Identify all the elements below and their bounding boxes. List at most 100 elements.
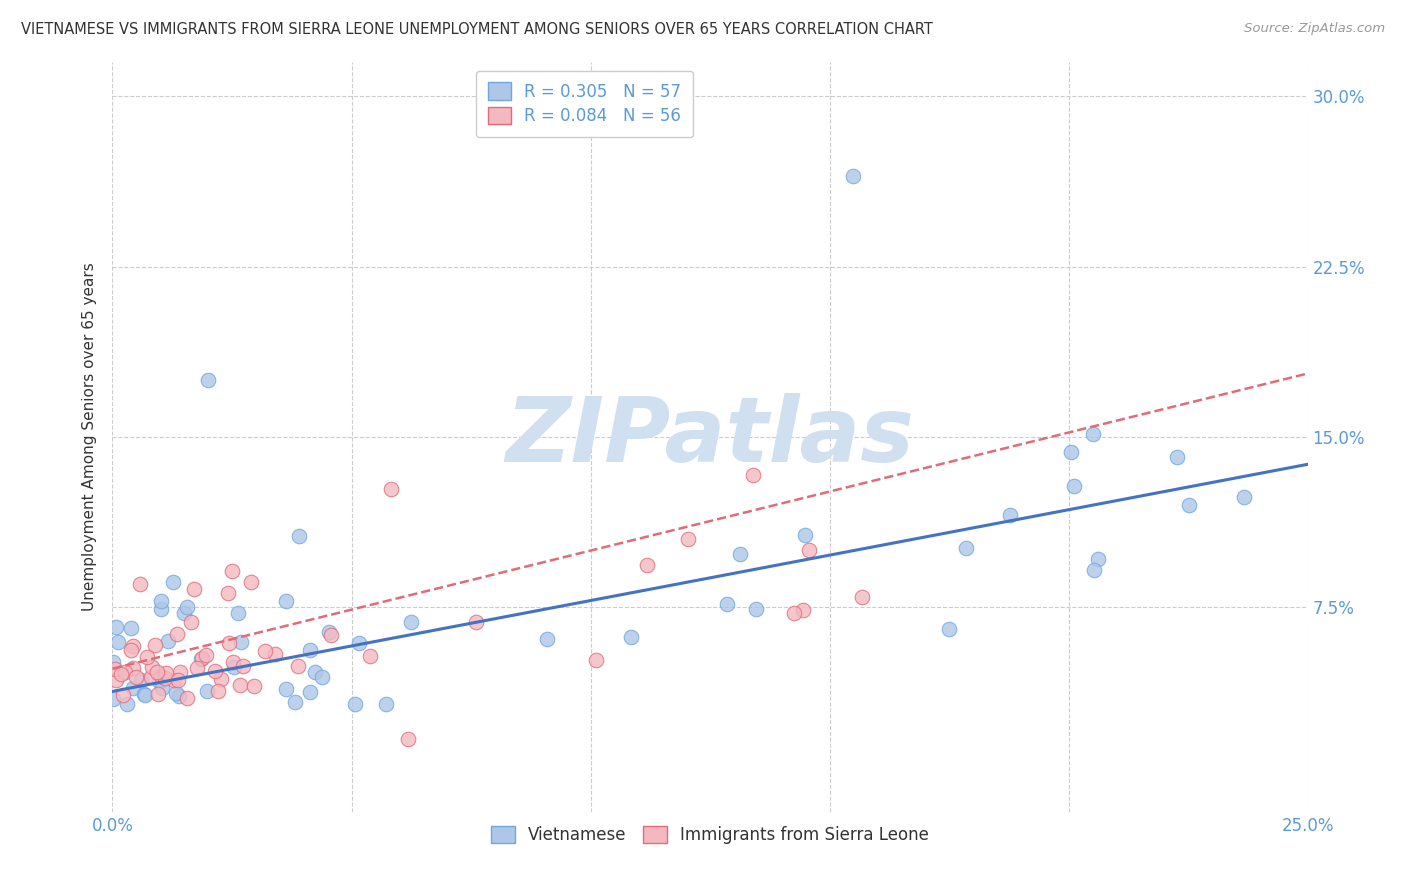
Point: [229, 634, 252, 648]
Point: [186, 661, 208, 675]
Point: [380, 483, 402, 497]
Point: [157, 634, 180, 648]
Point: [155, 666, 177, 681]
Point: [195, 683, 218, 698]
Point: [1063, 479, 1085, 493]
Point: [163, 673, 186, 688]
Point: [232, 659, 254, 673]
Point: [228, 678, 250, 692]
Point: [359, 648, 381, 663]
Point: [398, 731, 420, 746]
Point: [190, 652, 212, 666]
Point: [465, 615, 488, 629]
Point: [166, 685, 188, 699]
Point: [167, 689, 190, 703]
Point: [207, 684, 229, 698]
Point: [842, 169, 865, 183]
Point: [145, 665, 167, 679]
Point: [150, 681, 173, 695]
Point: [242, 680, 264, 694]
Point: [120, 642, 142, 657]
Point: [1060, 444, 1083, 458]
Point: [254, 644, 277, 658]
Text: ZIPatlas: ZIPatlas: [506, 393, 914, 481]
Point: [276, 594, 298, 608]
Text: VIETNAMESE VS IMMIGRANTS FROM SIERRA LEONE UNEMPLOYMENT AMONG SENIORS OVER 65 YE: VIETNAMESE VS IMMIGRANTS FROM SIERRA LEO…: [21, 22, 934, 37]
Point: [792, 603, 814, 617]
Point: [148, 674, 170, 689]
Point: [173, 606, 195, 620]
Point: [176, 691, 198, 706]
Point: [1083, 563, 1105, 577]
Point: [298, 643, 321, 657]
Point: [167, 673, 190, 688]
Point: [141, 670, 163, 684]
Point: [149, 594, 172, 608]
Point: [114, 665, 136, 680]
Point: [240, 574, 263, 589]
Point: [209, 673, 232, 687]
Point: [851, 590, 873, 604]
Point: [343, 697, 366, 711]
Point: [141, 660, 163, 674]
Point: [195, 648, 218, 663]
Y-axis label: Unemployment Among Seniors over 65 years: Unemployment Among Seniors over 65 years: [82, 263, 97, 611]
Point: [122, 639, 145, 653]
Point: [162, 574, 184, 589]
Point: [782, 606, 804, 620]
Point: [110, 666, 132, 681]
Point: [125, 670, 148, 684]
Point: [105, 673, 128, 687]
Point: [955, 541, 977, 556]
Point: [226, 606, 249, 620]
Point: [112, 688, 135, 702]
Point: [347, 635, 370, 649]
Point: [153, 671, 176, 685]
Point: [585, 653, 607, 667]
Point: [169, 665, 191, 680]
Point: [304, 665, 326, 679]
Point: [620, 630, 643, 644]
Point: [104, 662, 127, 676]
Point: [135, 650, 157, 665]
Point: [264, 647, 287, 661]
Point: [148, 687, 170, 701]
Point: [375, 697, 398, 711]
Point: [716, 597, 738, 611]
Point: [221, 564, 243, 578]
Point: [117, 697, 139, 711]
Point: [1232, 490, 1254, 504]
Point: [399, 615, 422, 629]
Point: [636, 558, 658, 573]
Point: [218, 635, 240, 649]
Point: [998, 508, 1021, 522]
Point: [676, 532, 699, 546]
Point: [132, 687, 155, 701]
Point: [745, 601, 768, 615]
Legend: Vietnamese, Immigrants from Sierra Leone: Vietnamese, Immigrants from Sierra Leone: [484, 817, 936, 852]
Point: [1166, 450, 1188, 464]
Point: [183, 582, 205, 596]
Point: [536, 632, 558, 647]
Point: [131, 673, 153, 687]
Point: [938, 622, 960, 636]
Point: [321, 628, 343, 642]
Point: [134, 688, 156, 702]
Point: [730, 547, 752, 561]
Point: [128, 576, 150, 591]
Point: [180, 615, 202, 629]
Point: [150, 602, 173, 616]
Point: [287, 529, 309, 543]
Point: [284, 695, 307, 709]
Point: [224, 660, 246, 674]
Point: [176, 600, 198, 615]
Point: [149, 669, 172, 683]
Point: [122, 681, 145, 695]
Point: [197, 373, 219, 387]
Point: [298, 685, 321, 699]
Point: [191, 650, 214, 665]
Point: [794, 528, 817, 542]
Point: [311, 670, 333, 684]
Point: [1178, 498, 1201, 512]
Point: [1083, 427, 1105, 442]
